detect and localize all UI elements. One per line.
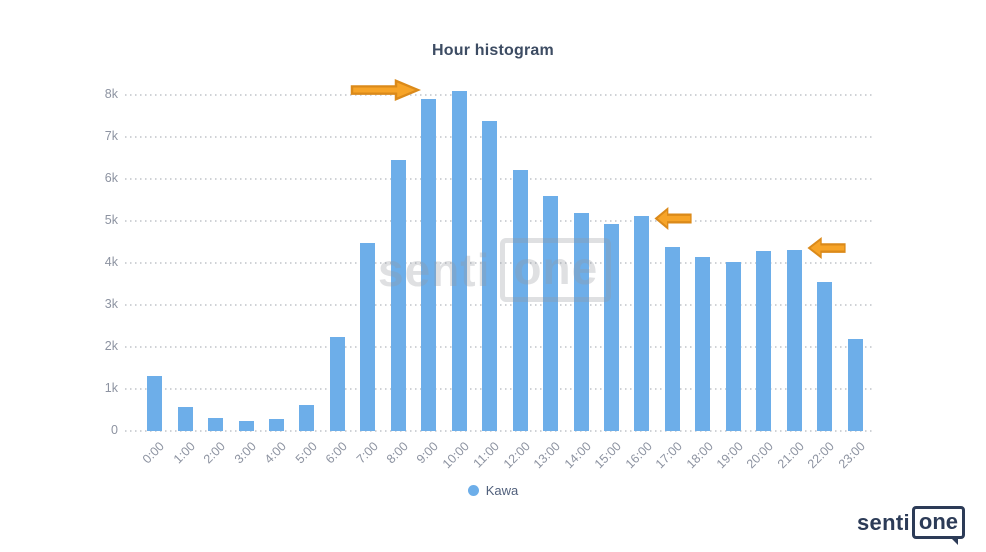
plot-area <box>125 85 875 432</box>
x-tick-label-3:00: 3:00 <box>231 439 259 467</box>
x-tick-label-15:00: 15:00 <box>592 439 625 472</box>
x-tick-label-18:00: 18:00 <box>683 439 716 472</box>
logo-text-senti: senti <box>857 509 910 535</box>
gridline-1k <box>125 388 875 390</box>
x-tick-label-23:00: 23:00 <box>835 439 868 472</box>
gridline-3k <box>125 304 875 306</box>
x-tick-label-12:00: 12:00 <box>500 439 533 472</box>
x-tick-label-2:00: 2:00 <box>201 439 229 467</box>
gridline-6k <box>125 178 875 180</box>
x-tick-label-8:00: 8:00 <box>383 439 411 467</box>
x-tick-label-22:00: 22:00 <box>805 439 838 472</box>
bar-22:00[interactable] <box>817 281 833 431</box>
arrow-right-icon-9:00 <box>350 79 422 101</box>
x-tick-label-16:00: 16:00 <box>622 439 655 472</box>
gridline-5k <box>125 220 875 222</box>
x-tick-label-6:00: 6:00 <box>322 439 351 467</box>
gridline-2k <box>125 346 875 348</box>
bar-20:00[interactable] <box>756 251 772 431</box>
bar-0:00[interactable] <box>147 376 163 431</box>
y-tick-label-0: 0 <box>111 423 118 437</box>
y-tick-label-3k: 3k <box>104 297 118 311</box>
y-tick-label-2k: 2k <box>104 339 118 353</box>
gridline-0 <box>125 430 875 432</box>
x-tick-label-17:00: 17:00 <box>652 439 685 472</box>
gridline-4k <box>125 262 875 264</box>
x-tick-label-5:00: 5:00 <box>292 439 320 467</box>
y-tick-label-5k: 5k <box>104 213 118 227</box>
bar-3:00[interactable] <box>238 421 254 431</box>
x-tick-label-11:00: 11:00 <box>470 439 503 471</box>
bar-18:00[interactable] <box>695 256 711 431</box>
legend-marker-icon <box>467 485 479 496</box>
bar-5:00[interactable] <box>299 404 315 431</box>
bar-23:00[interactable] <box>847 339 863 431</box>
bar-7:00[interactable] <box>360 243 376 431</box>
x-tick-label-20:00: 20:00 <box>744 439 777 472</box>
bar-4:00[interactable] <box>269 419 284 431</box>
bar-21:00[interactable] <box>786 250 802 431</box>
bar-12:00[interactable] <box>512 170 528 431</box>
y-tick-label-8k: 8k <box>104 87 118 101</box>
arrow-left-icon-21:00 <box>807 237 846 259</box>
gridline-7k <box>125 136 875 138</box>
x-tick-label-21:00: 21:00 <box>774 439 807 472</box>
bar-16:00[interactable] <box>634 215 650 431</box>
sentione-logo: senti one <box>857 506 965 545</box>
arrow-left-icon-16:00 <box>654 207 692 230</box>
legend-label: Kawa <box>485 483 519 498</box>
x-tick-label-1:00: 1:00 <box>170 439 198 467</box>
y-tick-label-1k: 1k <box>104 381 118 395</box>
bar-8:00[interactable] <box>390 160 406 431</box>
logo-text-one: one <box>918 509 958 534</box>
gridline-8k <box>125 94 875 96</box>
bar-2:00[interactable] <box>208 418 224 431</box>
x-tick-label-13:00: 13:00 <box>531 439 564 472</box>
x-tick-label-4:00: 4:00 <box>261 439 290 467</box>
x-tick-label-9:00: 9:00 <box>414 439 442 467</box>
chart-title: Hour histogram <box>432 42 554 59</box>
y-tick-label-6k: 6k <box>104 171 118 185</box>
bar-15:00[interactable] <box>603 224 619 431</box>
bar-13:00[interactable] <box>543 195 559 431</box>
y-tick-label-7k: 7k <box>104 129 118 143</box>
bar-19:00[interactable] <box>725 262 741 431</box>
bar-6:00[interactable] <box>329 336 345 431</box>
bar-11:00[interactable] <box>482 120 498 431</box>
bar-17:00[interactable] <box>664 247 680 431</box>
x-tick-label-10:00: 10:00 <box>439 439 472 472</box>
x-tick-label-0:00: 0:00 <box>140 439 168 467</box>
logo-bubble-tail-icon <box>949 536 958 545</box>
bar-1:00[interactable] <box>177 406 193 431</box>
x-tick-label-19:00: 19:00 <box>713 439 746 472</box>
bar-10:00[interactable] <box>451 90 467 431</box>
legend-item-kawa[interactable]: Kawa <box>0 483 986 498</box>
y-tick-label-4k: 4k <box>104 255 118 269</box>
bar-9:00[interactable] <box>421 99 437 431</box>
x-tick-label-7:00: 7:00 <box>353 439 381 467</box>
bar-14:00[interactable] <box>573 213 589 431</box>
x-tick-label-14:00: 14:00 <box>561 439 594 472</box>
logo-speech-bubble: one <box>911 506 965 545</box>
